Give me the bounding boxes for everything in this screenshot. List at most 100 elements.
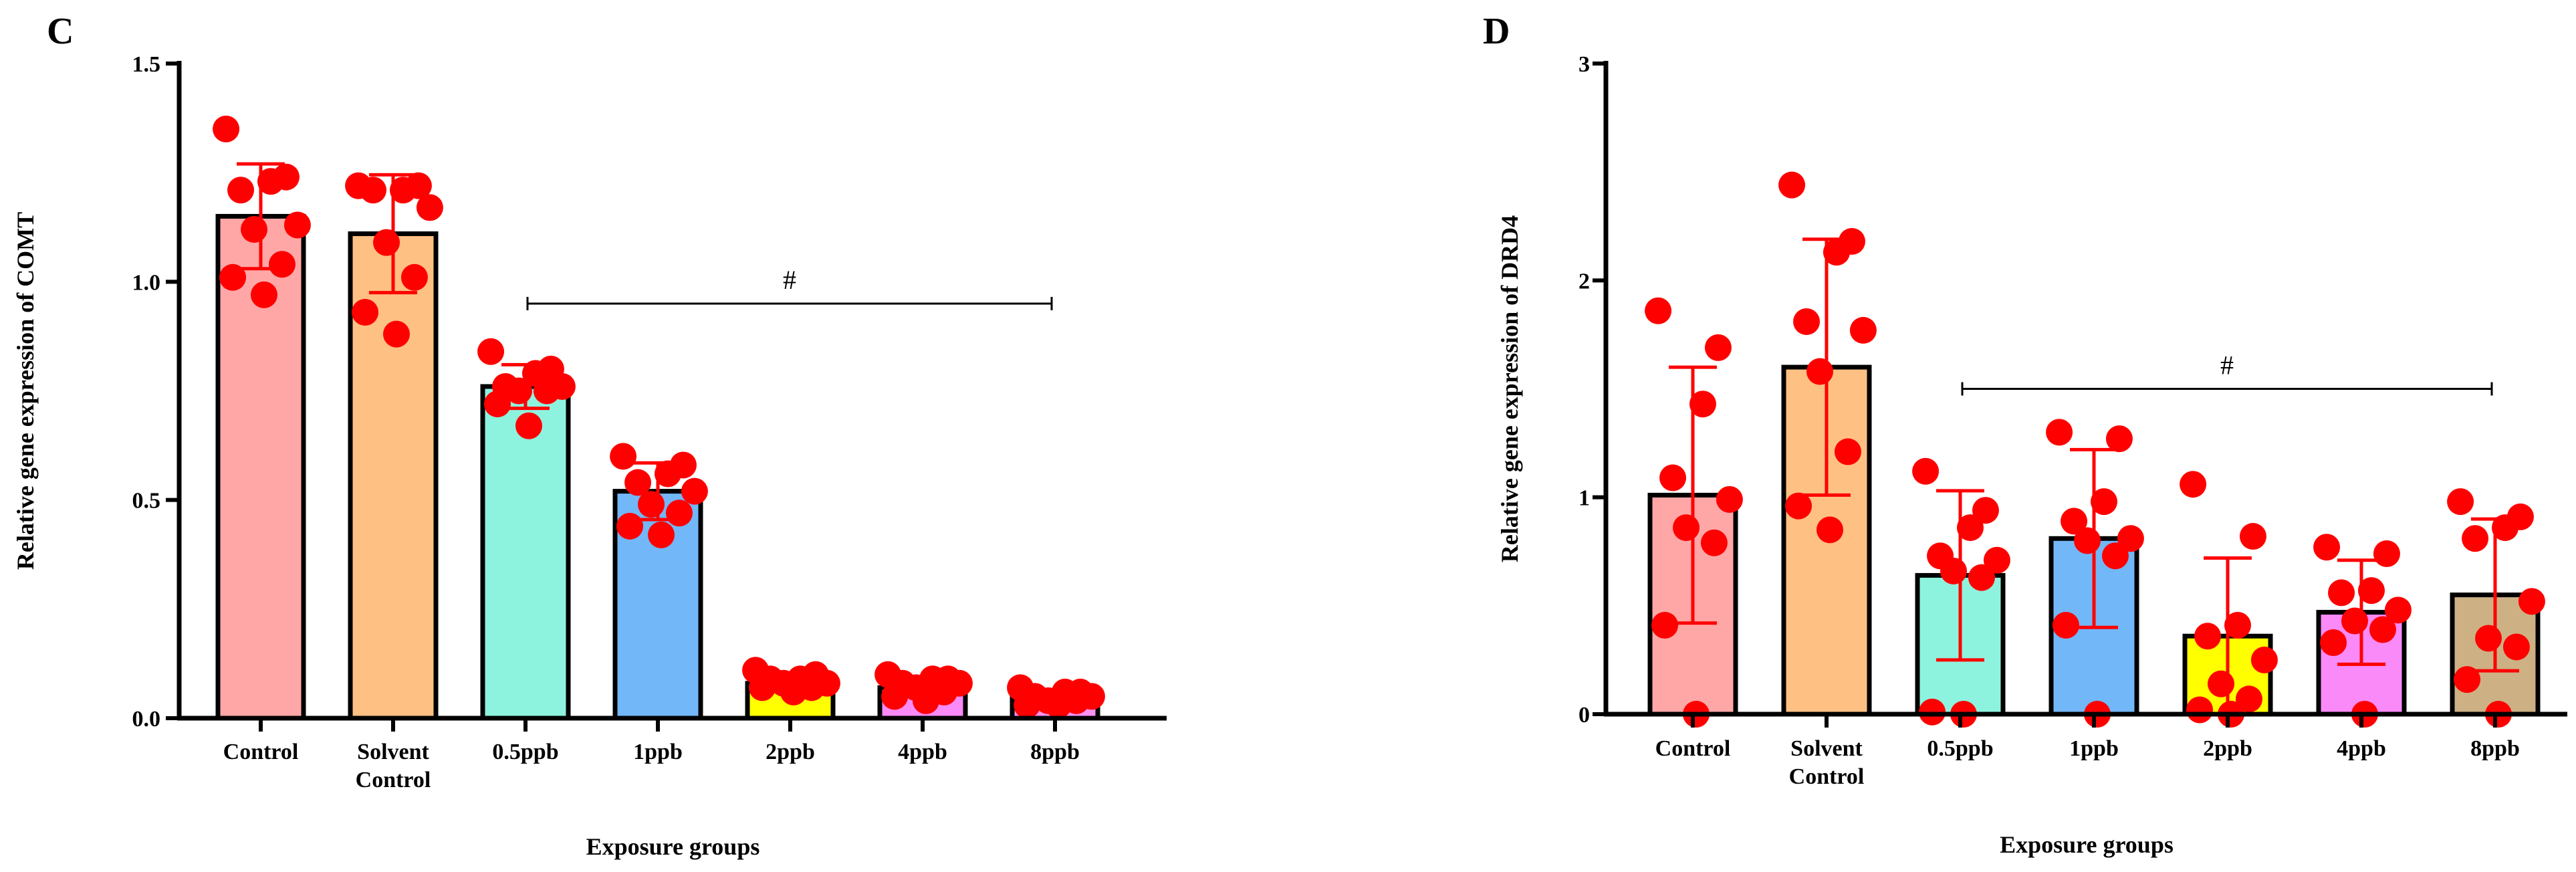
data-point (268, 251, 296, 278)
significance-label: # (783, 265, 796, 295)
data-point (1673, 514, 1700, 542)
data-point (2101, 542, 2129, 570)
data-point (227, 177, 255, 204)
y-tick-label: 1.5 (132, 52, 161, 77)
data-point (665, 500, 693, 527)
x-tick-label-line: 2ppb (2203, 736, 2252, 761)
data-point (749, 674, 776, 701)
data-point (2250, 646, 2278, 673)
data-point (647, 521, 675, 548)
data-point (1940, 557, 1968, 584)
data-point (2186, 696, 2214, 724)
x-tick-label: 4ppb (2337, 736, 2386, 761)
data-point (638, 491, 665, 518)
data-point (2117, 525, 2144, 552)
data-point (2462, 525, 2489, 552)
y-tick-label: 2 (1578, 269, 1590, 294)
data-point (681, 477, 708, 505)
data-point (1956, 514, 1984, 542)
data-point (257, 168, 284, 195)
data-point (213, 115, 240, 142)
x-tick-label-line: Control (1789, 764, 1865, 789)
x-tick-label: 0.5ppb (1927, 736, 1993, 761)
data-point (382, 320, 410, 348)
x-tick-label-line: Control (1655, 736, 1731, 761)
x-tick-label: 8ppb (1030, 740, 1080, 764)
data-point (360, 177, 387, 204)
x-tick-label-line: 0.5ppb (1927, 736, 1993, 761)
data-point (2208, 670, 2235, 697)
x-tick-label: 1ppb (2069, 736, 2119, 761)
data-point (1968, 564, 1995, 591)
data-point (2053, 612, 2080, 639)
x-tick-label: Solvent Control (1789, 736, 1865, 789)
data-point (2518, 588, 2545, 615)
data-point (1816, 516, 1843, 544)
data-point (2341, 607, 2369, 635)
data-point (2224, 612, 2251, 639)
x-tick-label: Solvent Control (356, 740, 431, 792)
data-point (2328, 579, 2355, 607)
data-point (373, 229, 400, 256)
x-tick-label-line: Solvent (1790, 736, 1863, 761)
data-point (2090, 488, 2117, 516)
panel-label: C (47, 11, 74, 52)
data-point (1700, 529, 1728, 556)
y-tick-label: 1.0 (132, 270, 161, 295)
data-point (2369, 616, 2396, 643)
data-point (477, 338, 505, 365)
x-tick-label-line: 8ppb (2470, 736, 2520, 761)
data-point (1983, 546, 2010, 574)
x-tick-label: 1ppb (633, 740, 683, 764)
data-point (1014, 691, 1041, 719)
data-point (2384, 596, 2412, 624)
x-tick-label: 8ppb (2470, 736, 2520, 761)
data-point (352, 299, 379, 326)
data-point (2046, 419, 2073, 446)
y-axis-title: Relative gene expression of DRD4 (1496, 215, 1523, 562)
y-tick-label: 1 (1578, 486, 1590, 511)
y-axis-title: Relative gene expression of COMT (12, 212, 39, 570)
data-point (2061, 508, 2088, 535)
data-point (2447, 488, 2474, 516)
x-tick-label-line: Solvent (357, 740, 429, 764)
data-point (283, 211, 311, 239)
data-point (2502, 633, 2530, 661)
x-axis-title: Exposure groups (2000, 831, 2174, 858)
data-point (250, 281, 277, 308)
data-point (2194, 623, 2222, 650)
x-tick-label: Control (1655, 736, 1731, 761)
data-point (389, 177, 417, 204)
data-point (1716, 485, 1743, 513)
data-point (654, 460, 681, 487)
data-point (1849, 316, 1877, 344)
x-tick-label: 4ppb (898, 740, 947, 764)
data-point (219, 263, 247, 291)
data-point (2491, 514, 2519, 542)
y-tick-label: 0.0 (132, 707, 161, 732)
x-axis-title: Exposure groups (586, 833, 760, 860)
data-point (241, 216, 268, 243)
data-point (1834, 438, 1861, 465)
data-point (912, 687, 939, 714)
data-point (1823, 239, 1850, 266)
data-point (1806, 358, 1834, 385)
x-tick-label-line: 4ppb (898, 740, 947, 764)
x-tick-label: 2ppb (766, 740, 815, 764)
data-point (2373, 540, 2400, 567)
data-point (2074, 527, 2101, 554)
data-point (1645, 297, 1672, 324)
y-tick-label: 0 (1578, 703, 1590, 728)
data-point (2313, 534, 2341, 561)
data-point (1778, 171, 1806, 199)
data-point (2105, 425, 2133, 453)
data-point (2320, 629, 2347, 656)
panel-c-comt: C 0.0 0.5 1.0 1.5 Control Solvent Control 0.5ppb… (12, 11, 1167, 860)
x-tick-label-line: 2ppb (766, 740, 815, 764)
data-point (780, 678, 807, 705)
x-tick-label-line: Control (356, 768, 431, 792)
data-point (2235, 685, 2262, 713)
data-point (2239, 523, 2266, 550)
x-tick-label-line: 1ppb (633, 740, 683, 764)
